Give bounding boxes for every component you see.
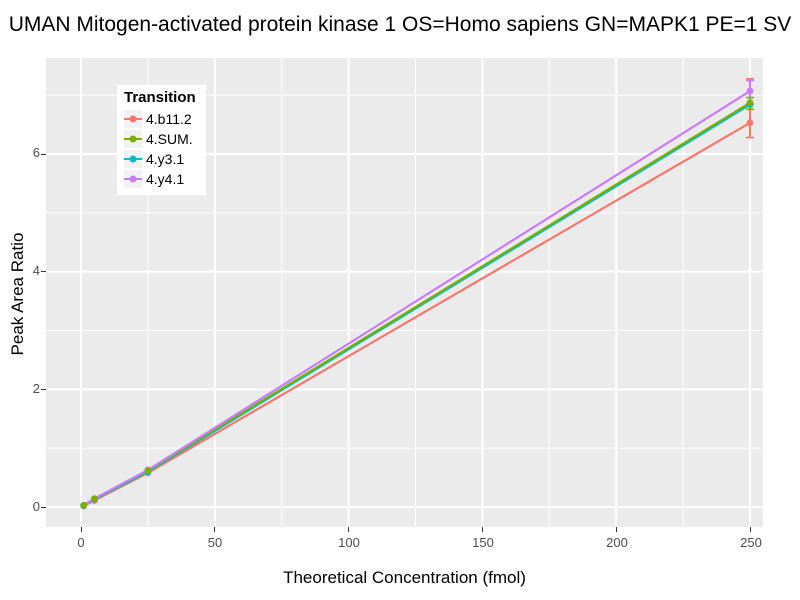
legend-item-label: 4.SUM.	[146, 130, 193, 147]
plot-title: UMAN Mitogen-activated protein kinase 1 …	[8, 13, 792, 36]
legend-title: Transition	[124, 89, 196, 106]
legend: Transition 4.b11.2 4.SUM. 4.y3.1 4.y4.1	[117, 85, 206, 195]
y-tick-label: 2	[32, 381, 40, 396]
legend-item-label: 4.y4.1	[146, 170, 185, 187]
axis-tick-mark	[80, 527, 82, 532]
axis-tick-mark	[41, 506, 46, 508]
x-tick-label: 0	[77, 535, 85, 550]
y-tick-label: 0	[32, 499, 40, 514]
legend-key-icon	[124, 129, 142, 148]
x-tick-label: 50	[207, 535, 223, 550]
legend-key-icon	[124, 109, 142, 128]
legend-item-label: 4.y3.1	[146, 150, 185, 167]
legend-item: 4.b11.2	[124, 109, 196, 128]
axis-tick-mark	[749, 527, 751, 532]
x-tick-label: 100	[338, 535, 360, 550]
x-tick-label: 250	[740, 535, 762, 550]
y-tick-label: 4	[32, 263, 40, 278]
legend-item-label: 4.b11.2	[146, 110, 192, 127]
legend-key-icon	[124, 149, 142, 168]
x-tick-label: 150	[472, 535, 494, 550]
x-axis-label: Theoretical Concentration (fmol)	[283, 568, 526, 587]
legend-item: 4.SUM.	[124, 129, 196, 148]
axis-tick-mark	[214, 527, 216, 532]
axis-tick-mark	[41, 271, 46, 273]
y-tick-label: 6	[32, 145, 40, 160]
axis-tick-mark	[348, 527, 350, 532]
axis-tick-mark	[41, 388, 46, 391]
x-tick-label: 200	[606, 535, 628, 550]
legend-item: 4.y4.1	[124, 169, 196, 188]
axis-tick-mark	[481, 527, 484, 532]
legend-item: 4.y3.1	[124, 149, 196, 168]
axis-tick-mark	[615, 527, 617, 532]
y-axis-label: Peak Area Ratio	[8, 232, 27, 356]
legend-key-icon	[124, 169, 142, 188]
axis-tick-mark	[41, 153, 46, 155]
